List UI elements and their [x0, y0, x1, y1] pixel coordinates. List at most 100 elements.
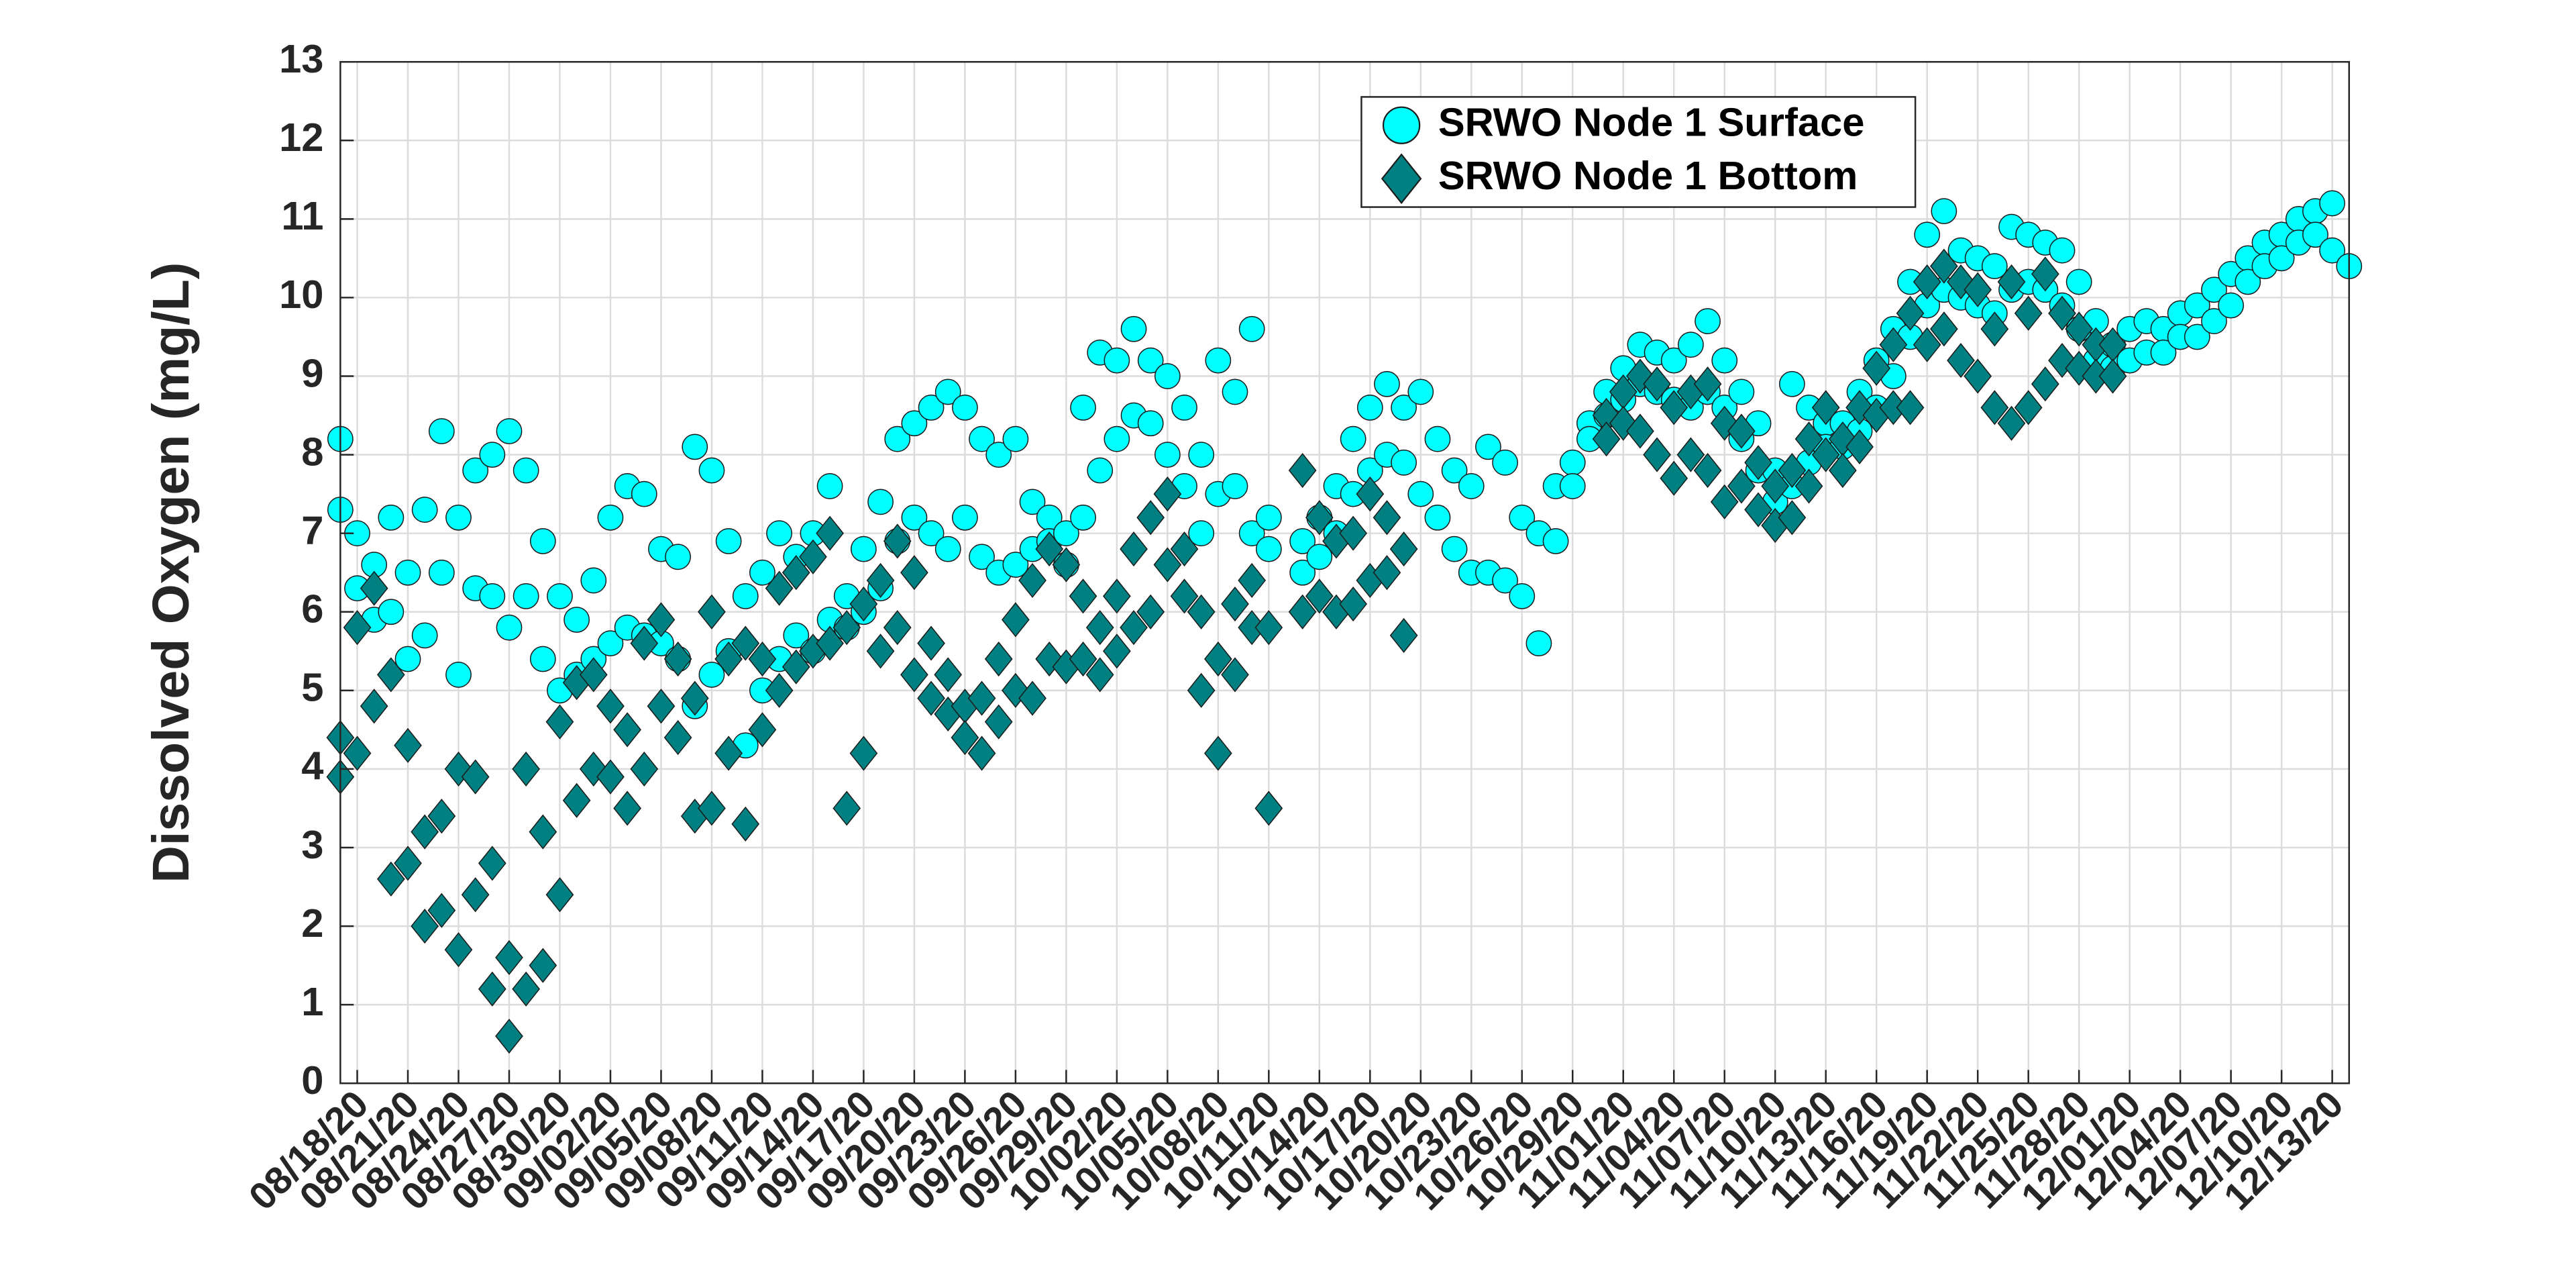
- data-point: [969, 425, 995, 452]
- data-point: [1153, 476, 1182, 512]
- data-point: [1154, 363, 1181, 389]
- data-point: [1221, 657, 1249, 693]
- y-tick-label: 6: [301, 587, 323, 631]
- data-point: [1374, 370, 1400, 397]
- data-point: [1980, 311, 2009, 347]
- data-point: [2065, 350, 2094, 386]
- data-point: [343, 610, 372, 646]
- data-point: [1035, 641, 1064, 677]
- data-point: [799, 539, 827, 574]
- data-point: [2302, 221, 2328, 248]
- data-point: [2201, 308, 2227, 334]
- data-point: [647, 689, 676, 724]
- data-point: [1391, 449, 1417, 476]
- y-tick-label: 8: [301, 429, 323, 474]
- data-point: [427, 799, 456, 834]
- data-point: [782, 555, 810, 591]
- data-point: [529, 948, 557, 983]
- data-point: [529, 814, 557, 850]
- data-point: [1255, 536, 1282, 562]
- data-point: [1188, 520, 1215, 547]
- data-point: [545, 704, 574, 740]
- data-point: [901, 504, 928, 531]
- data-point: [1930, 311, 1958, 347]
- y-tick-label: 7: [301, 507, 323, 552]
- data-point: [376, 657, 405, 693]
- data-point: [1120, 610, 1148, 646]
- data-point: [849, 586, 878, 622]
- data-point: [1203, 641, 1232, 677]
- data-point: [2098, 358, 2127, 394]
- data-point: [1980, 390, 2009, 425]
- data-point: [513, 457, 539, 484]
- data-point: [1289, 559, 1316, 586]
- data-point: [816, 473, 843, 499]
- data-point: [1305, 500, 1334, 536]
- data-point: [833, 610, 861, 646]
- data-point: [597, 630, 624, 656]
- data-point: [462, 457, 489, 484]
- data-point: [411, 497, 438, 523]
- data-point: [1238, 562, 1267, 598]
- data-point: [1626, 413, 1654, 449]
- data-point: [1373, 500, 1401, 536]
- data-point: [1710, 484, 1739, 519]
- data-point: [1391, 394, 1417, 421]
- legend-marker: [1382, 106, 1421, 144]
- data-point: [682, 434, 708, 460]
- data-point: [596, 689, 625, 724]
- data-point: [444, 932, 473, 968]
- y-tick-label: 1: [301, 979, 323, 1024]
- data-point: [411, 622, 438, 649]
- data-point: [1136, 594, 1165, 629]
- data-point: [1002, 552, 1029, 578]
- y-axis-label: Dissolved Oxygen (mg/L): [142, 262, 200, 883]
- data-point: [967, 680, 996, 716]
- marks: [326, 190, 2363, 1054]
- data-point: [749, 559, 775, 586]
- data-point: [1626, 358, 1654, 394]
- data-point: [1188, 442, 1215, 468]
- data-point: [2150, 339, 2177, 366]
- data-point: [1559, 473, 1586, 499]
- data-point: [1407, 378, 1434, 405]
- data-point: [1254, 791, 1283, 826]
- data-point: [562, 782, 591, 818]
- data-point: [1018, 680, 1046, 716]
- data-point: [1306, 544, 1333, 570]
- axes-box: [339, 60, 2351, 1084]
- data-point: [1811, 437, 1840, 472]
- data-point: [444, 751, 473, 787]
- data-point: [731, 625, 760, 661]
- data-point: [782, 649, 810, 685]
- legend: SRWO Node 1 Surface SRWO Node 1 Bottom: [1360, 96, 1917, 208]
- data-point: [967, 736, 996, 771]
- data-point: [1120, 315, 1147, 342]
- data-point: [2014, 390, 2043, 425]
- data-point: [714, 736, 743, 771]
- data-point: [478, 846, 506, 881]
- data-point: [545, 877, 574, 913]
- data-point: [698, 662, 725, 688]
- data-point: [579, 657, 608, 693]
- data-point: [1678, 332, 1704, 358]
- data-point: [698, 791, 726, 826]
- data-point: [1794, 468, 1823, 504]
- data-point: [1221, 586, 1249, 622]
- data-point: [2031, 256, 2059, 292]
- legend-box: [1360, 96, 1917, 208]
- data-point: [918, 394, 945, 421]
- data-point: [1018, 562, 1046, 598]
- data-point: [1222, 378, 1248, 405]
- data-point: [1389, 617, 1418, 653]
- data-point: [1660, 390, 1688, 425]
- y-tick-label: 3: [301, 822, 323, 867]
- data-point: [714, 641, 743, 677]
- data-point: [816, 625, 844, 661]
- data-point: [2184, 323, 2210, 350]
- data-point: [1913, 264, 1941, 300]
- data-point: [1289, 527, 1316, 554]
- data-point: [1002, 425, 1029, 452]
- data-point: [613, 791, 641, 826]
- data-point: [816, 515, 844, 551]
